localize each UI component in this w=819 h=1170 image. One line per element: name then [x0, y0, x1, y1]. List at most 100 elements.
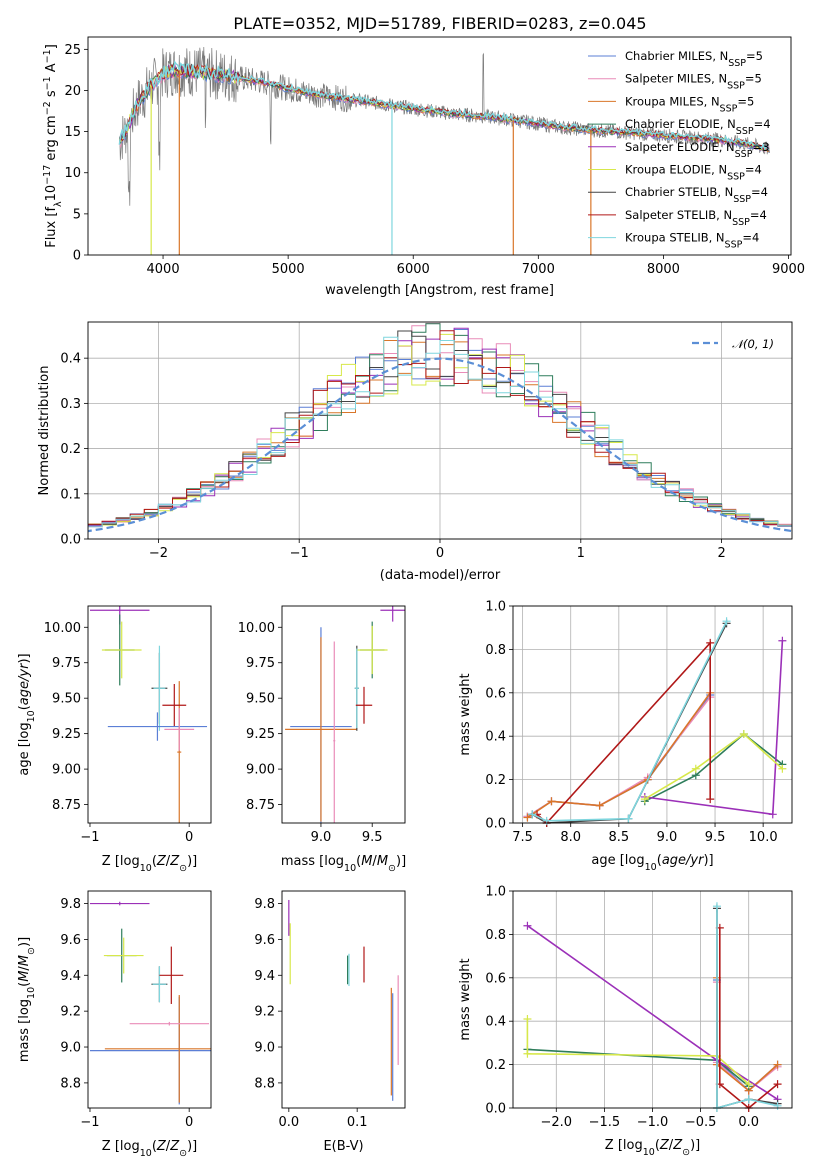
legend-label: Chabrier ELODIE, NSSP=4	[625, 117, 771, 137]
weight-line	[644, 732, 783, 800]
weight-marker	[523, 813, 532, 822]
error-bar-point	[285, 637, 357, 822]
residual-histogram-line	[88, 336, 792, 529]
weight-line	[719, 927, 779, 1110]
x-tick-label: 0	[185, 830, 193, 845]
weight-marker	[640, 795, 649, 804]
y-tick-label: 10.00	[44, 621, 81, 636]
y-tick-label: 20	[64, 84, 81, 99]
x-tick-label: 0.1	[347, 1115, 368, 1130]
weight-lines	[523, 902, 782, 1112]
x-tick-label: −1.0	[637, 1115, 669, 1130]
y-tick-label: 0.2	[485, 1058, 506, 1073]
y-tick-label: 5	[73, 207, 81, 222]
error-bar-point	[107, 712, 208, 741]
y-tick-label: 0.0	[485, 1102, 506, 1117]
y-tick-label: 9.00	[246, 763, 275, 778]
y-tick-label: 1.0	[485, 600, 506, 615]
x-tick-label: 9.5	[705, 830, 726, 845]
error-bar-point	[104, 995, 211, 1103]
error-bar-point	[152, 966, 167, 1003]
panel-spectrum: 4000 5000 6000 7000 8000 9000 0 5 10 15 20 25 wavele…	[42, 36, 805, 298]
panel-weight-vs-age: 7.5 8.0 8.5 9.0 9.5 10.0 0.0 0.2 0.4 0.6 0.8 1.0 age…	[458, 600, 793, 873]
x-tick-label: 9000	[772, 262, 805, 277]
error-bar-point	[162, 684, 187, 727]
weight-line	[716, 906, 778, 1110]
y-tick-label: 9.50	[52, 692, 81, 707]
x-tick-label: 9.5	[362, 830, 383, 845]
x-tick-label: 9.0	[311, 830, 332, 845]
legend-label: Salpeter MILES, NSSP=5	[625, 72, 762, 92]
weight-marker	[773, 1060, 782, 1069]
y-tick-label: 10.00	[238, 621, 275, 636]
y-tick-label: 9.8	[60, 897, 81, 912]
y-tick-label: 9.50	[246, 692, 275, 707]
y-axis-label: Flux [fλ10−17 erg cm−2 s−1 A−1]	[42, 44, 64, 248]
y-axis-label: mass weight	[458, 958, 473, 1040]
x-tick-label: 6000	[397, 262, 430, 277]
x-tick-label: 0.0	[278, 1115, 299, 1130]
y-axis-label: mass [log10(M/M⊙)]	[17, 937, 37, 1062]
x-tick-label: −1	[80, 830, 99, 845]
x-axis-label: mass [log10(M/M⊙)]	[281, 854, 406, 874]
x-axis-label: Z [log10(Z/Z⊙)]	[605, 1138, 700, 1158]
y-tick-label: 9.00	[52, 763, 81, 778]
y-tick-label: 9.25	[246, 727, 275, 742]
error-bar-point	[356, 625, 388, 675]
weight-line	[716, 982, 779, 1092]
legend-label: Salpeter STELIB, NSSP=4	[625, 208, 767, 228]
x-tick-label: −1.5	[589, 1115, 621, 1130]
y-tick-label: 8.75	[246, 798, 275, 813]
weight-marker	[744, 1095, 753, 1104]
weight-line	[716, 908, 778, 1110]
x-tick-label: 0	[185, 1115, 193, 1130]
error-bars	[89, 606, 208, 823]
weight-marker	[744, 1080, 753, 1089]
error-bar-point	[103, 937, 144, 974]
legend-label: Kroupa STELIB, NSSP=4	[625, 231, 759, 251]
y-tick-label: 25	[64, 43, 81, 58]
weight-marker	[706, 638, 715, 647]
y-tick-label: 0.2	[485, 773, 506, 788]
y-tick-label: 10	[64, 166, 81, 181]
weight-marker	[773, 1101, 782, 1110]
y-tick-label: 9.8	[254, 897, 275, 912]
legend-label: Chabrier MILES, NSSP=5	[625, 49, 763, 69]
figure-title: PLATE=0352, MJD=51789, FIBERID=0283, z=0…	[233, 14, 646, 33]
weight-marker	[542, 816, 551, 825]
error-bar-point	[355, 686, 373, 724]
weight-lines	[523, 617, 787, 827]
legend: Chabrier MILES, NSSP=5 Salpeter MILES, NS…	[588, 49, 771, 250]
y-tick-label: 9.0	[254, 1041, 275, 1056]
y-tick-label: 0	[73, 249, 81, 264]
x-tick-label: 7.5	[512, 830, 533, 845]
weight-marker	[595, 801, 604, 810]
weight-marker	[691, 764, 700, 773]
y-tick-label: 9.2	[60, 1005, 81, 1020]
y-tick-label: 0.8	[485, 643, 506, 658]
axes-frame	[281, 605, 406, 824]
panel-mass-vs-metallicity: −1 0 8.8 9.0 9.2 9.4 9.6 9.8 Z [log10(Z/Z⊙)] mass…	[17, 890, 212, 1159]
panel-age-vs-metallicity: −1 0 8.75 9.00 9.25 9.50 9.75 10.00 Z [log10(Z/Z…	[17, 605, 212, 874]
panel-age-vs-mass: 9.0 9.5 8.75 9.00 9.25 9.50 9.75 10.00 mass [log…	[238, 605, 406, 874]
x-tick-label: 0	[436, 546, 444, 561]
weight-line	[716, 977, 779, 1092]
legend-label: Kroupa ELODIE, NSSP=4	[625, 163, 762, 183]
y-axis-label: mass weight	[458, 673, 473, 755]
error-bar-point	[129, 1021, 210, 1026]
y-tick-label: 9.75	[246, 656, 275, 671]
x-tick-label: 2	[717, 546, 725, 561]
weight-marker	[523, 921, 532, 930]
x-tick-label: −1	[290, 546, 309, 561]
y-tick-label: 0.1	[60, 487, 81, 502]
axes-frame	[281, 890, 406, 1109]
normal-curve	[88, 357, 792, 533]
y-tick-label: 0.0	[485, 817, 506, 832]
x-tick-label: −0.5	[685, 1115, 717, 1130]
error-bars	[288, 899, 399, 1101]
x-tick-label: 7000	[522, 262, 555, 277]
x-tick-label: 8.5	[608, 830, 629, 845]
x-tick-label: 8000	[647, 262, 680, 277]
error-bars	[89, 901, 211, 1105]
